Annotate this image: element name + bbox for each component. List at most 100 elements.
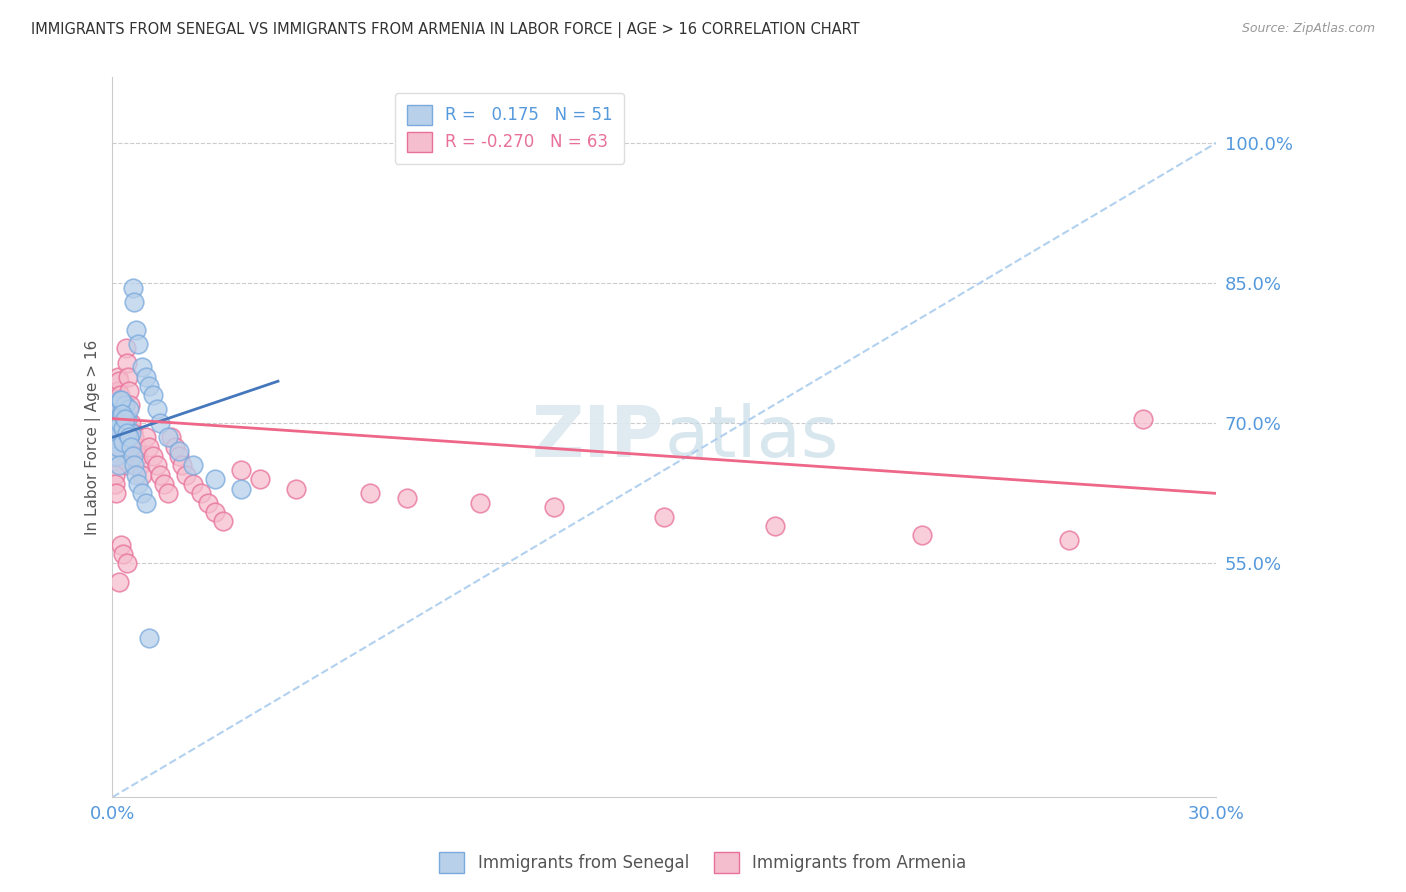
Point bbox=[167, 449, 190, 463]
Point bbox=[111, 421, 134, 435]
Point bbox=[1132, 411, 1154, 425]
Point bbox=[105, 392, 128, 407]
Point bbox=[131, 467, 153, 482]
Y-axis label: In Labor Force | Age > 16: In Labor Force | Age > 16 bbox=[86, 340, 101, 535]
Point bbox=[104, 411, 127, 425]
Point bbox=[118, 402, 141, 417]
Point bbox=[131, 360, 153, 375]
Point bbox=[121, 425, 143, 440]
Point bbox=[153, 477, 176, 491]
Text: ZIP: ZIP bbox=[531, 403, 664, 472]
Point bbox=[108, 374, 131, 388]
Point bbox=[108, 430, 131, 444]
Point bbox=[108, 392, 131, 407]
Point bbox=[110, 402, 132, 417]
Point bbox=[204, 505, 226, 519]
Point bbox=[124, 430, 146, 444]
Point bbox=[470, 496, 492, 510]
Point bbox=[112, 444, 135, 458]
Point bbox=[105, 398, 128, 412]
Point bbox=[114, 398, 136, 412]
Text: atlas: atlas bbox=[664, 403, 839, 472]
Point bbox=[105, 421, 128, 435]
Point bbox=[183, 458, 205, 473]
Point bbox=[118, 384, 141, 398]
Point bbox=[125, 467, 148, 482]
Point bbox=[149, 417, 172, 431]
Point bbox=[107, 369, 129, 384]
Point bbox=[110, 538, 132, 552]
Point bbox=[911, 528, 934, 542]
Point bbox=[172, 458, 194, 473]
Point bbox=[127, 477, 149, 491]
Point bbox=[103, 417, 125, 431]
Point bbox=[115, 342, 138, 356]
Point bbox=[395, 491, 418, 505]
Point bbox=[108, 458, 131, 473]
Point bbox=[125, 323, 148, 337]
Point bbox=[125, 440, 148, 454]
Point bbox=[105, 425, 128, 440]
Legend: R =   0.175   N = 51, R = -0.270   N = 63: R = 0.175 N = 51, R = -0.270 N = 63 bbox=[395, 93, 624, 163]
Point bbox=[115, 355, 138, 369]
Point bbox=[124, 294, 146, 309]
Point bbox=[138, 440, 160, 454]
Point bbox=[115, 411, 138, 425]
Point bbox=[163, 440, 186, 454]
Point bbox=[118, 430, 141, 444]
Point bbox=[127, 449, 149, 463]
Point bbox=[359, 486, 381, 500]
Point bbox=[112, 547, 135, 561]
Point bbox=[156, 430, 179, 444]
Point bbox=[110, 407, 132, 421]
Point bbox=[120, 440, 142, 454]
Point bbox=[131, 486, 153, 500]
Point bbox=[174, 467, 197, 482]
Point bbox=[285, 482, 308, 496]
Point bbox=[1057, 533, 1080, 548]
Point bbox=[107, 411, 129, 425]
Point bbox=[114, 411, 136, 425]
Point bbox=[763, 519, 786, 533]
Point bbox=[104, 467, 127, 482]
Point bbox=[121, 449, 143, 463]
Point bbox=[190, 486, 212, 500]
Point bbox=[543, 500, 565, 515]
Point bbox=[105, 425, 128, 440]
Point bbox=[105, 486, 128, 500]
Point bbox=[110, 407, 132, 421]
Point bbox=[107, 440, 129, 454]
Point bbox=[111, 421, 134, 435]
Point bbox=[183, 477, 205, 491]
Point bbox=[135, 369, 157, 384]
Point bbox=[167, 444, 190, 458]
Point bbox=[138, 379, 160, 393]
Point bbox=[197, 496, 219, 510]
Point bbox=[110, 392, 132, 407]
Point bbox=[117, 369, 139, 384]
Point bbox=[138, 632, 160, 646]
Point bbox=[103, 453, 125, 467]
Point bbox=[135, 430, 157, 444]
Point bbox=[231, 463, 253, 477]
Point bbox=[149, 467, 172, 482]
Point bbox=[120, 398, 142, 412]
Point bbox=[120, 425, 142, 440]
Text: Source: ZipAtlas.com: Source: ZipAtlas.com bbox=[1241, 22, 1375, 36]
Point bbox=[107, 384, 129, 398]
Point bbox=[108, 575, 131, 590]
Point bbox=[104, 434, 127, 449]
Point bbox=[108, 388, 131, 402]
Point bbox=[145, 402, 167, 417]
Point bbox=[249, 472, 271, 486]
Point bbox=[105, 449, 128, 463]
Point bbox=[156, 486, 179, 500]
Point bbox=[129, 458, 152, 473]
Point bbox=[115, 557, 138, 571]
Point bbox=[110, 417, 132, 431]
Point bbox=[124, 458, 146, 473]
Legend: Immigrants from Senegal, Immigrants from Armenia: Immigrants from Senegal, Immigrants from… bbox=[433, 846, 973, 880]
Point bbox=[112, 407, 135, 421]
Point bbox=[231, 482, 253, 496]
Point bbox=[110, 417, 132, 431]
